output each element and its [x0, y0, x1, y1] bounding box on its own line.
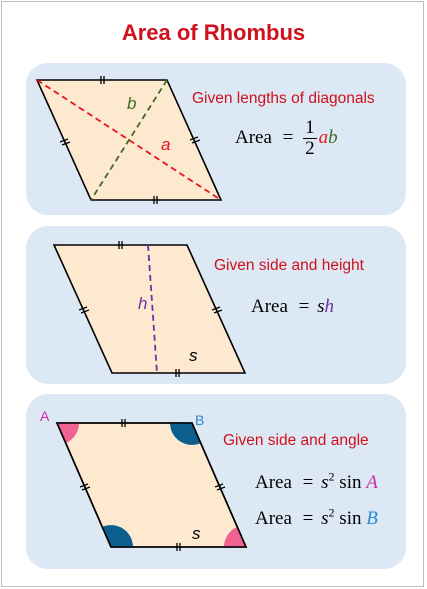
fraction-denominator: 2 — [305, 137, 315, 159]
formula-var-b: b — [328, 126, 338, 148]
formula-equals: = — [282, 126, 294, 148]
angle-C-marker — [224, 527, 246, 547]
formula-lhs: Area — [255, 472, 292, 493]
tick-marks — [78, 241, 223, 377]
formula-equals: = — [302, 472, 314, 493]
formula-exponent: 2 — [328, 505, 335, 520]
panel-side-angle: A B s Given side and angle Area = s2 sin… — [26, 394, 406, 569]
label-s: s — [189, 346, 198, 365]
formula-var-s: s — [317, 296, 325, 317]
formula-diagonals: Area = 1 2 ab — [235, 118, 338, 159]
formula-lhs: Area — [251, 296, 288, 317]
tick-marks — [59, 76, 201, 204]
formula-angle-B: B — [366, 508, 378, 529]
panel-diagonals: b a Given lengths of diagonals Area = 1 … — [26, 63, 406, 215]
formula-var-h: h — [324, 296, 335, 317]
formula-equals: = — [298, 296, 310, 317]
rhombus-angle-diagram — [55, 419, 248, 551]
caption-side-height: Given side and height — [214, 257, 364, 274]
formula-sin: sin — [339, 508, 362, 529]
diagonal-a — [36, 79, 222, 201]
label-A: A — [40, 408, 50, 424]
formula-var-a: a — [318, 126, 329, 148]
tick-marks — [79, 419, 226, 551]
caption-diagonals: Given lengths of diagonals — [192, 90, 375, 107]
caption-side-angle: Given side and angle — [223, 432, 369, 449]
formula-side-height: Area = sh — [251, 296, 334, 318]
label-a: a — [161, 135, 171, 154]
label-h: h — [138, 294, 148, 313]
angle-A-marker — [57, 423, 79, 443]
formula-exponent: 2 — [328, 469, 335, 484]
formula-angle-A: A — [366, 472, 378, 493]
rhombus-diagonals-diagram — [35, 76, 223, 204]
formula-lhs: Area — [255, 508, 292, 529]
fraction-half: 1 2 — [303, 118, 317, 159]
label-B: B — [195, 412, 205, 428]
rhombus-height-diagram — [52, 241, 247, 377]
formula-lhs: Area — [235, 126, 272, 148]
fraction-numerator: 1 — [303, 117, 317, 139]
label-s: s — [192, 524, 201, 543]
formula-var-s: s — [321, 508, 329, 529]
label-b: b — [127, 94, 137, 113]
formula-side-angle-B: Area = s2 sin B — [255, 505, 378, 530]
formula-sin: sin — [339, 472, 362, 493]
diagonal-b — [90, 79, 168, 201]
rhombus-shape — [52, 244, 247, 374]
page-title: Area of Rhombus — [121, 20, 306, 45]
formula-side-angle-A: Area = s2 sin A — [255, 469, 378, 494]
height-line — [147, 244, 158, 374]
formula-equals: = — [302, 508, 314, 529]
panel-side-height: h s Given side and height Area = sh — [26, 226, 406, 384]
angle-B-marker — [170, 423, 201, 445]
formula-var-s: s — [321, 472, 329, 493]
angle-D-marker — [102, 525, 133, 547]
